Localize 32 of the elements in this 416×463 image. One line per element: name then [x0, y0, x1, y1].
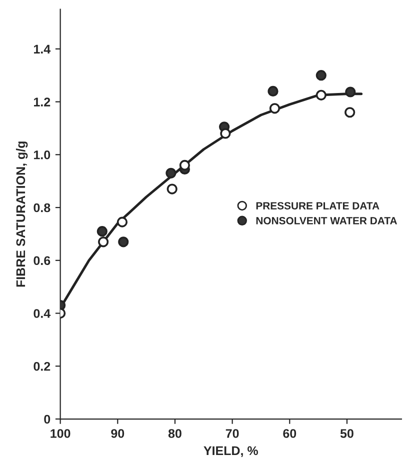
x-tick-label: 60	[283, 429, 296, 438]
point	[269, 103, 280, 114]
legend-label: PRESSURE PLATE DATA	[256, 202, 380, 210]
point	[220, 128, 231, 139]
point	[118, 236, 129, 248]
y-tick-label: 0.4	[34, 309, 51, 318]
point	[166, 168, 176, 178]
x-tick-label: 50	[340, 429, 354, 438]
point	[179, 160, 190, 171]
point	[166, 184, 178, 194]
y-tick-label: 0.2	[34, 362, 50, 371]
point	[344, 107, 356, 118]
y-axis-title: FIBRE SATURATION, g/g	[16, 142, 28, 287]
point	[96, 226, 108, 237]
y-tick-label: 1.4	[34, 44, 51, 54]
point	[316, 90, 326, 100]
y-tick-label: 0.6	[34, 256, 50, 266]
x-tick-label: 70	[226, 429, 239, 438]
point	[345, 86, 356, 98]
point	[316, 70, 326, 81]
y-tick-label: 1.2	[34, 98, 50, 106]
y-tick-label: 1.0	[34, 150, 50, 160]
x-tick-label: 100	[50, 429, 70, 438]
y-tick-label: 0.8	[34, 203, 50, 212]
y-tick-label: 0	[44, 414, 50, 424]
x-tick-label: 80	[168, 429, 182, 438]
point	[116, 216, 128, 228]
point	[268, 86, 278, 97]
x-axis-title: YIELD, %	[204, 446, 258, 457]
point	[98, 236, 109, 248]
legend-label: NONSOLVENT WATER DATA	[256, 217, 397, 224]
x-tick-label: 90	[111, 429, 124, 438]
